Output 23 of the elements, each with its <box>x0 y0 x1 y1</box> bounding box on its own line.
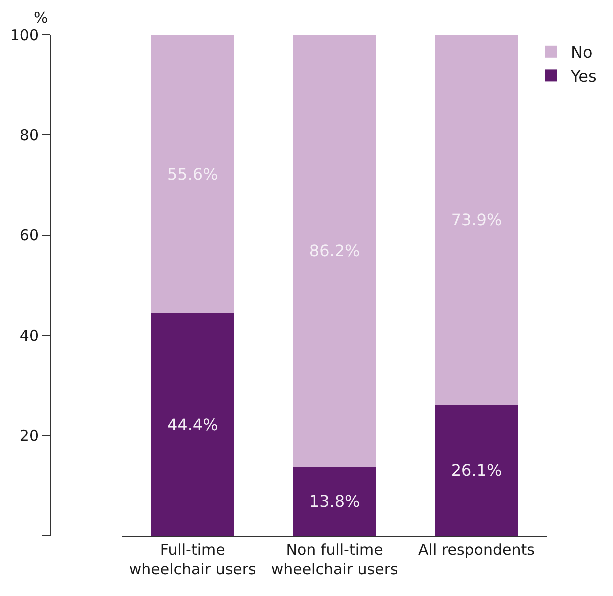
data-label: 73.9% <box>451 210 502 230</box>
bar <box>292 35 377 467</box>
y-tick-label: 20 <box>20 427 39 446</box>
data-label: 13.8% <box>309 492 360 511</box>
data-label: 26.1% <box>451 461 502 480</box>
x-tick-label: Non full-time wheelchair users <box>271 541 398 578</box>
y-tick-label: 60 <box>20 226 39 245</box>
bar <box>434 405 519 536</box>
data-label: 55.6% <box>167 164 218 184</box>
x-tick-label: Full-time wheelchair users <box>129 541 257 578</box>
x-tick-label: All respondents <box>418 541 536 559</box>
y-axis-title: % <box>34 9 48 27</box>
data-label: 44.4% <box>167 415 218 434</box>
y-tick-label: 100 <box>10 26 39 44</box>
y-tick-label: 80 <box>20 126 39 144</box>
data-label: 86.2% <box>309 241 360 260</box>
legend-label: Yes <box>570 66 597 86</box>
y-tick-label: 40 <box>20 326 39 345</box>
bar <box>434 35 519 406</box>
bar <box>150 35 235 314</box>
legend-label: No <box>571 43 593 62</box>
bar <box>150 314 235 536</box>
bar <box>292 466 377 536</box>
